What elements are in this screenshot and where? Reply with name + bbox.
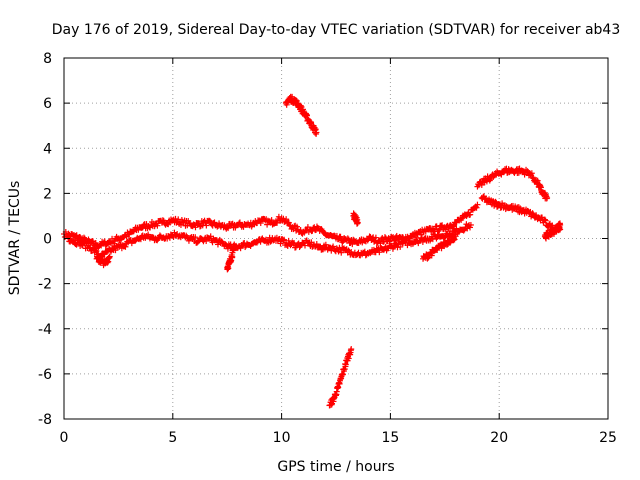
data-point bbox=[467, 221, 474, 228]
data-point bbox=[376, 249, 383, 256]
data-point bbox=[80, 239, 87, 246]
data-point bbox=[453, 225, 460, 232]
data-point bbox=[541, 216, 548, 223]
data-point bbox=[297, 102, 304, 109]
data-point bbox=[93, 248, 100, 255]
x-tick-label: 20 bbox=[490, 430, 508, 446]
data-point bbox=[313, 129, 320, 136]
data-point bbox=[192, 234, 199, 241]
data-point bbox=[534, 177, 541, 184]
data-point bbox=[528, 170, 535, 177]
data-point bbox=[338, 249, 345, 256]
ticks-layer: 0 5 10 15 20 25 -8 -6 -4 -2 0 2 4 6 8 bbox=[38, 51, 617, 446]
data-point bbox=[348, 346, 355, 353]
data-point bbox=[529, 174, 536, 181]
data-point bbox=[285, 237, 292, 244]
y-tick-label: 0 bbox=[43, 232, 52, 248]
data-point bbox=[473, 204, 480, 211]
data-point bbox=[339, 239, 346, 246]
data-point bbox=[267, 238, 274, 245]
data-point bbox=[371, 238, 378, 245]
data-point bbox=[557, 221, 564, 228]
data-point bbox=[275, 213, 282, 220]
data-point bbox=[542, 217, 549, 224]
points-layer bbox=[61, 93, 564, 409]
data-point bbox=[372, 234, 379, 241]
data-point bbox=[303, 112, 310, 119]
data-point bbox=[72, 241, 79, 248]
x-tick-label: 15 bbox=[381, 430, 399, 446]
data-point bbox=[107, 239, 114, 246]
data-point bbox=[192, 224, 199, 231]
y-tick-label: 4 bbox=[43, 141, 52, 157]
data-point bbox=[344, 235, 351, 242]
data-point bbox=[285, 219, 292, 226]
data-point bbox=[236, 219, 243, 226]
data-point bbox=[230, 246, 237, 253]
data-point bbox=[544, 194, 551, 201]
data-point bbox=[112, 247, 119, 254]
data-point bbox=[185, 237, 192, 244]
y-tick-label: 6 bbox=[43, 96, 52, 112]
data-point bbox=[391, 237, 398, 244]
data-point bbox=[467, 211, 474, 218]
data-point bbox=[451, 236, 458, 243]
data-point bbox=[333, 232, 340, 239]
chart-title: Day 176 of 2019, Sidereal Day-to-day VTE… bbox=[52, 22, 621, 38]
data-point bbox=[460, 227, 467, 234]
data-point bbox=[294, 223, 301, 230]
data-point bbox=[277, 240, 284, 247]
x-tick-label: 10 bbox=[273, 430, 291, 446]
data-point bbox=[435, 227, 442, 234]
data-point bbox=[203, 238, 210, 245]
data-point bbox=[392, 240, 399, 247]
data-point bbox=[341, 366, 348, 373]
x-tick-label: 5 bbox=[168, 430, 177, 446]
data-point bbox=[206, 218, 213, 225]
data-point bbox=[203, 222, 210, 229]
y-tick-label: 2 bbox=[43, 186, 52, 202]
data-point bbox=[283, 216, 290, 223]
data-point bbox=[314, 224, 321, 231]
x-axis-label: GPS time / hours bbox=[277, 459, 394, 475]
y-tick-label: -4 bbox=[38, 322, 52, 338]
data-point bbox=[122, 243, 129, 250]
data-point bbox=[428, 252, 435, 259]
x-tick-label: 25 bbox=[599, 430, 617, 446]
data-point bbox=[345, 355, 352, 362]
data-point bbox=[197, 223, 203, 230]
data-point bbox=[313, 241, 320, 248]
y-tick-label: 8 bbox=[43, 51, 52, 67]
data-point bbox=[87, 244, 94, 251]
y-axis-label: SDTVAR / TECUs bbox=[7, 181, 23, 296]
x-tick-label: 0 bbox=[60, 430, 69, 446]
data-point bbox=[140, 221, 147, 228]
data-point bbox=[224, 224, 231, 231]
data-point bbox=[452, 233, 459, 240]
y-tick-label: -6 bbox=[38, 367, 52, 383]
data-point bbox=[474, 201, 481, 208]
data-point bbox=[381, 234, 388, 241]
data-point bbox=[337, 233, 344, 240]
y-tick-label: -2 bbox=[38, 277, 52, 293]
data-point bbox=[281, 236, 288, 243]
data-point bbox=[195, 220, 202, 227]
data-point bbox=[280, 237, 287, 244]
data-point bbox=[195, 238, 202, 245]
data-point bbox=[309, 227, 316, 234]
data-point bbox=[154, 222, 161, 229]
data-point bbox=[339, 371, 346, 378]
data-point bbox=[397, 243, 404, 250]
data-point bbox=[106, 253, 113, 260]
data-point bbox=[257, 220, 264, 227]
y-tick-label: -8 bbox=[38, 412, 52, 428]
data-point bbox=[367, 250, 374, 257]
data-point bbox=[354, 219, 361, 226]
data-point bbox=[92, 247, 99, 254]
data-point bbox=[268, 217, 275, 224]
data-point bbox=[159, 217, 166, 224]
data-point bbox=[253, 239, 260, 246]
